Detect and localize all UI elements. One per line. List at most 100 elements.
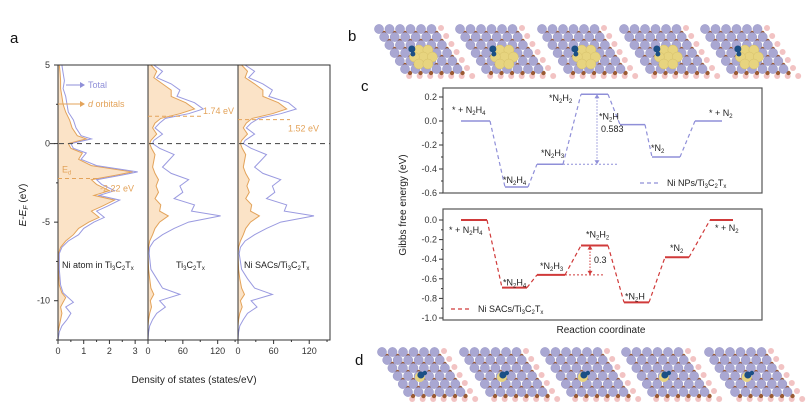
legend-total-label: Total — [88, 80, 107, 90]
titanium-atom — [558, 40, 568, 50]
oxygen-atom — [550, 73, 557, 79]
titanium-atom — [600, 56, 610, 66]
step-label-sub: 4 — [482, 111, 486, 117]
titanium-atom — [594, 32, 605, 42]
oxygen-atom — [614, 364, 621, 370]
titanium-atom — [608, 387, 618, 397]
oxygen-atom — [616, 49, 623, 55]
titanium-atom — [512, 32, 523, 42]
titanium-atom — [676, 32, 687, 42]
titanium-atom — [757, 64, 768, 74]
titanium-atom — [761, 387, 772, 397]
y-tick-label: 0.2 — [424, 92, 437, 102]
step-label: * + N2 — [709, 108, 733, 120]
adsorbate-n2h4 — [408, 45, 416, 53]
total-dos-line — [147, 64, 221, 341]
titanium-atom — [501, 347, 511, 357]
y-tick-label: 0.0 — [424, 215, 437, 225]
titanium-atom — [497, 24, 507, 34]
titanium-atom — [537, 24, 547, 34]
titanium-atom — [640, 40, 650, 50]
titanium-atom — [447, 56, 458, 66]
titanium-atom — [673, 363, 684, 373]
titanium-atom — [379, 32, 390, 42]
titanium-atom — [605, 48, 615, 58]
oxygen-atom — [443, 33, 450, 39]
titanium-atom — [384, 24, 395, 34]
d-band-center-label: -2.22 eV — [100, 183, 134, 193]
titanium-atom — [726, 64, 736, 74]
oxygen-atom — [469, 73, 476, 79]
titanium-atom — [629, 24, 640, 34]
legend-label-part: T — [718, 178, 724, 188]
step-label: *N2H3 — [540, 261, 564, 273]
oxygen-atom — [534, 49, 541, 55]
titanium-atom — [631, 347, 642, 357]
energy-connector — [679, 120, 696, 158]
titanium-atom — [757, 32, 768, 42]
legend-label-part: Ni NPs/Ti — [667, 178, 705, 188]
titanium-atom — [377, 347, 387, 357]
titanium-atom — [403, 355, 414, 365]
carbon-atom — [737, 393, 743, 399]
oxygen-atom — [632, 73, 639, 79]
step-label-sub: 2 — [513, 284, 517, 290]
dos-panel-frame — [237, 64, 331, 341]
titanium-atom — [587, 387, 597, 397]
titanium-atom — [700, 24, 710, 34]
titanium-atom — [511, 363, 522, 373]
oxygen-atom — [453, 49, 460, 55]
titanium-atom — [429, 347, 440, 357]
step-label-part: *N — [625, 291, 635, 301]
titanium-atom — [416, 24, 426, 34]
gibbs-frame — [442, 87, 763, 194]
adsorbate-atom — [410, 51, 416, 57]
structure-d-1 — [377, 347, 479, 402]
titanium-atom — [547, 24, 558, 34]
oxygen-atom — [683, 25, 689, 31]
titanium-atom — [747, 32, 758, 42]
titanium-atom — [642, 379, 652, 389]
titanium-atom — [522, 363, 532, 373]
step-label: *N2 — [651, 143, 665, 155]
legend-label-sub: x — [723, 184, 726, 190]
titanium-atom — [408, 379, 419, 389]
dos-panel-label-part: Ni atom in Ti — [62, 260, 112, 270]
x-tick-label: 120 — [210, 346, 225, 356]
titanium-atom — [431, 64, 442, 74]
oxygen-atom — [711, 388, 717, 394]
legend-label-sub: 2 — [715, 184, 719, 190]
carbon-atom — [779, 393, 785, 399]
energy-connector — [648, 257, 666, 303]
oxygen-atom — [624, 380, 631, 386]
step-label-sub: 3 — [561, 154, 565, 160]
carbon-atom — [786, 70, 791, 76]
titanium-atom — [676, 64, 687, 74]
titanium-atom — [731, 24, 742, 34]
titanium-atom — [413, 355, 424, 365]
carbon-atom — [775, 70, 781, 76]
titanium-atom — [650, 24, 661, 34]
carbon-atom — [570, 70, 576, 76]
titanium-atom — [540, 347, 550, 357]
titanium-atom — [709, 355, 720, 365]
titanium-atom — [673, 347, 684, 357]
oxygen-atom — [606, 33, 613, 39]
titanium-atom — [485, 387, 495, 397]
carbon-atom — [626, 393, 631, 399]
legend-label-sub: 2 — [532, 310, 536, 316]
carbon-atom — [428, 70, 434, 76]
x-tick-label: 1 — [81, 346, 86, 356]
adsorbate-atom — [422, 370, 428, 376]
titanium-atom — [640, 56, 650, 66]
titanium-atom — [699, 387, 710, 397]
step-label: *N2H4 — [503, 278, 527, 290]
titanium-atom — [576, 355, 587, 365]
titanium-atom — [480, 347, 490, 357]
titanium-atom — [756, 363, 767, 373]
titanium-atom — [445, 371, 455, 381]
energy-connector — [607, 245, 625, 303]
step-label-sub: 2 — [606, 235, 610, 241]
titanium-atom — [490, 363, 501, 373]
step-label-sub: 4 — [523, 181, 527, 187]
